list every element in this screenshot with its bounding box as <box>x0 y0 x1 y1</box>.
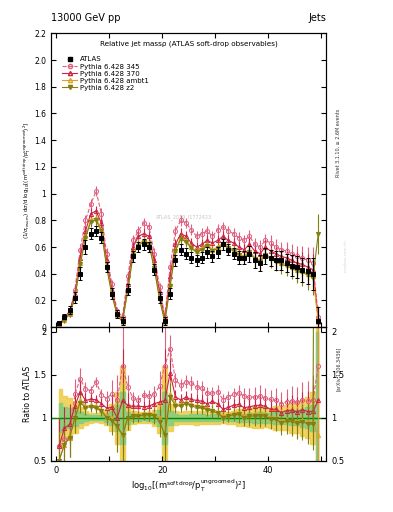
Y-axis label: $(1/\sigma_\mathrm{resum})$ d$\sigma$/d log$_{10}$[(m$^\mathrm{soft\,drop}$/p$_\: $(1/\sigma_\mathrm{resum})$ d$\sigma$/d … <box>21 121 33 239</box>
Y-axis label: Ratio to ATLAS: Ratio to ATLAS <box>23 366 32 422</box>
Text: [arXiv:1306.3436]: [arXiv:1306.3436] <box>336 347 341 391</box>
Text: Relative jet massρ (ATLAS soft-drop observables): Relative jet massρ (ATLAS soft-drop obse… <box>100 40 277 47</box>
Legend: ATLAS, Pythia 6.428 345, Pythia 6.428 370, Pythia 6.428 ambt1, Pythia 6.428 z2: ATLAS, Pythia 6.428 345, Pythia 6.428 37… <box>60 54 151 93</box>
Text: mcplots.cern.ch: mcplots.cern.ch <box>344 240 348 272</box>
Text: ATLAS_2019_I1772423: ATLAS_2019_I1772423 <box>156 215 212 220</box>
Text: Jets: Jets <box>309 13 326 23</box>
X-axis label: log$_{10}$[(m$^\mathrm{soft\,drop}$/p$_\mathrm{T}^\mathrm{ungroomed}$)$^2$]: log$_{10}$[(m$^\mathrm{soft\,drop}$/p$_\… <box>131 477 246 494</box>
Text: Rivet 3.1.10, ≥ 2.6M events: Rivet 3.1.10, ≥ 2.6M events <box>336 109 341 178</box>
Text: 13000 GeV pp: 13000 GeV pp <box>51 13 121 23</box>
